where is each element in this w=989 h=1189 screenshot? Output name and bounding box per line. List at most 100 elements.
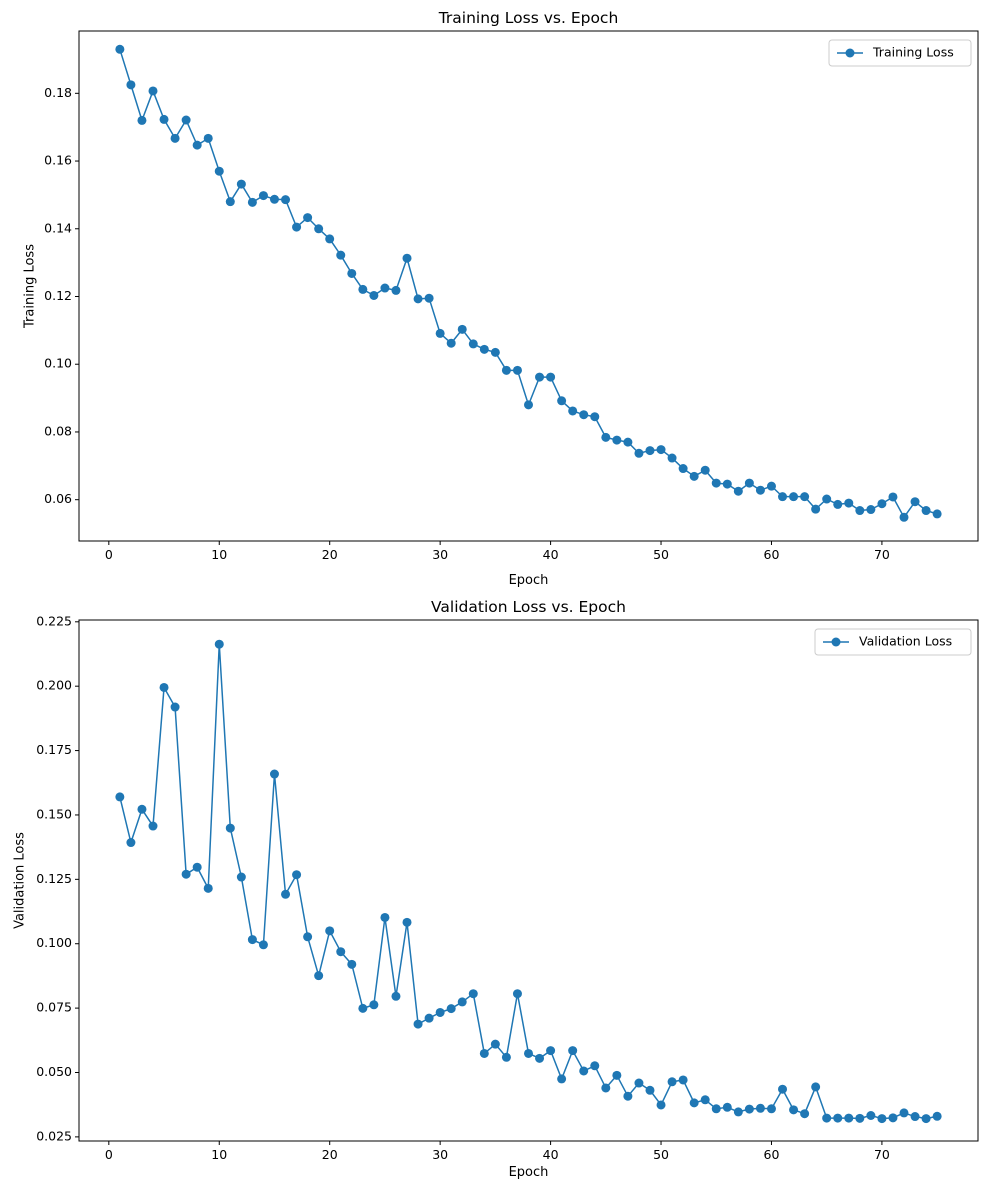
x-axis-label: Epoch bbox=[509, 573, 549, 588]
data-point bbox=[766, 1104, 776, 1114]
data-point bbox=[877, 1114, 887, 1124]
y-tick-label: 0.08 bbox=[44, 423, 72, 438]
legend: Training Loss bbox=[828, 39, 972, 67]
y-tick-label: 0.100 bbox=[36, 935, 72, 950]
data-point bbox=[800, 492, 810, 502]
y-tick-label: 0.175 bbox=[36, 742, 72, 757]
data-point bbox=[269, 769, 279, 779]
plot-area bbox=[115, 44, 942, 522]
data-point bbox=[281, 195, 291, 205]
data-point bbox=[789, 1105, 799, 1115]
legend-marker bbox=[831, 637, 841, 647]
data-point bbox=[512, 989, 522, 999]
data-point bbox=[402, 917, 412, 927]
data-point bbox=[203, 883, 213, 893]
y-axis-label: Training Loss bbox=[23, 244, 38, 329]
data-point bbox=[479, 1048, 489, 1058]
data-point bbox=[612, 435, 622, 445]
x-axis-label: Epoch bbox=[509, 1165, 549, 1180]
x-tick-label: 0 bbox=[105, 1147, 113, 1162]
data-point bbox=[126, 838, 136, 848]
data-point bbox=[866, 505, 876, 515]
data-point bbox=[303, 213, 313, 223]
y-tick-label: 0.125 bbox=[36, 871, 72, 886]
y-tick-label: 0.200 bbox=[36, 678, 72, 693]
data-point bbox=[822, 494, 832, 504]
data-point bbox=[711, 1104, 721, 1114]
data-point bbox=[656, 1100, 666, 1110]
legend-marker bbox=[845, 48, 855, 58]
data-point bbox=[524, 1048, 533, 1058]
data-point bbox=[910, 1112, 920, 1122]
data-point bbox=[590, 412, 600, 422]
y-axis-ticks: 0.06 0.08 0.10 0.12 0.14 0.16 0.18 bbox=[44, 85, 79, 506]
data-point bbox=[910, 497, 920, 507]
data-point bbox=[755, 1103, 765, 1113]
data-point bbox=[358, 284, 368, 294]
data-point bbox=[833, 499, 843, 509]
data-point bbox=[888, 1113, 898, 1123]
data-point bbox=[932, 509, 942, 519]
data-point bbox=[722, 479, 732, 489]
data-point bbox=[402, 253, 412, 263]
data-point bbox=[512, 365, 522, 375]
data-point bbox=[557, 396, 567, 406]
x-tick-label: 40 bbox=[543, 547, 559, 562]
data-point bbox=[601, 432, 611, 442]
y-tick-label: 0.10 bbox=[44, 356, 72, 371]
data-point bbox=[203, 133, 213, 143]
data-point bbox=[369, 1000, 379, 1010]
data-point bbox=[148, 86, 158, 96]
data-point bbox=[457, 997, 467, 1007]
x-tick-label: 50 bbox=[653, 547, 669, 562]
data-point bbox=[468, 989, 478, 999]
data-point bbox=[501, 1052, 511, 1062]
x-axis-ticks: 0 10 20 30 40 50 60 70 bbox=[105, 1141, 890, 1162]
data-point bbox=[778, 492, 788, 502]
data-point bbox=[413, 294, 423, 304]
plot-area bbox=[115, 639, 942, 1124]
y-tick-label: 0.075 bbox=[36, 1000, 72, 1015]
x-tick-label: 30 bbox=[432, 1147, 448, 1162]
x-tick-label: 70 bbox=[874, 547, 890, 562]
data-point bbox=[258, 191, 268, 201]
data-point bbox=[711, 478, 721, 488]
data-point bbox=[236, 179, 246, 189]
data-point bbox=[490, 347, 500, 357]
x-tick-label: 20 bbox=[322, 547, 338, 562]
data-point bbox=[811, 504, 821, 514]
data-point bbox=[336, 250, 346, 260]
data-point bbox=[446, 1004, 456, 1014]
x-axis-ticks: 0 10 20 30 40 50 60 70 bbox=[105, 541, 890, 562]
data-point bbox=[358, 1003, 368, 1013]
data-point bbox=[126, 80, 136, 90]
data-point bbox=[292, 222, 302, 232]
data-point bbox=[170, 702, 180, 712]
data-point bbox=[325, 234, 335, 244]
data-point bbox=[535, 372, 545, 382]
data-point bbox=[755, 485, 765, 495]
data-point bbox=[314, 224, 324, 234]
data-point bbox=[192, 862, 202, 872]
y-tick-label: 0.18 bbox=[44, 85, 72, 100]
y-tick-label: 0.225 bbox=[36, 613, 72, 628]
data-point bbox=[921, 506, 931, 516]
data-point bbox=[689, 1098, 699, 1108]
x-tick-label: 10 bbox=[211, 547, 227, 562]
data-point bbox=[435, 328, 445, 338]
data-point bbox=[181, 115, 191, 125]
data-point bbox=[722, 1102, 732, 1112]
x-tick-label: 50 bbox=[653, 1147, 669, 1162]
data-point bbox=[369, 290, 379, 300]
data-point bbox=[501, 365, 511, 375]
data-point bbox=[391, 991, 401, 1001]
data-point bbox=[170, 133, 180, 143]
data-point bbox=[424, 293, 434, 303]
y-tick-label: 0.12 bbox=[44, 288, 72, 303]
data-point bbox=[921, 1114, 931, 1124]
data-point bbox=[789, 492, 799, 502]
data-point bbox=[269, 194, 279, 204]
data-point bbox=[380, 283, 390, 293]
data-point bbox=[137, 115, 147, 125]
